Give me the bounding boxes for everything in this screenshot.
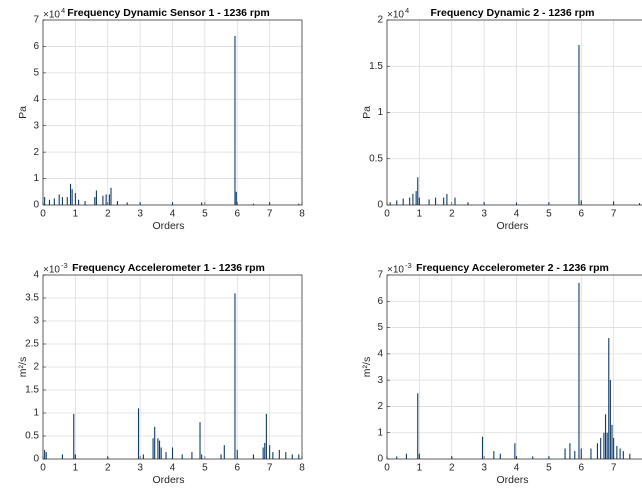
x-tick-label: 6 <box>578 463 584 474</box>
x-tick-label: 1 <box>73 209 79 220</box>
y-tick-label: 5 <box>33 67 39 78</box>
y-tick-label: 2 <box>33 362 39 373</box>
x-tick-label: 5 <box>546 463 552 474</box>
y-multiplier: ×10 <box>43 10 60 21</box>
x-tick-label: 2 <box>449 463 455 474</box>
y-axis-label: m²/s <box>17 357 29 377</box>
x-tick-label: 7 <box>611 209 617 220</box>
y-tick-label: 0 <box>377 200 383 211</box>
x-tick-label: 1 <box>73 463 79 474</box>
x-tick-label: 1 <box>417 209 423 220</box>
y-tick-label: 1 <box>377 107 383 118</box>
y-tick-label: 2 <box>33 147 39 158</box>
x-tick-label: 0 <box>40 209 46 220</box>
y-tick-label: 2 <box>377 15 383 26</box>
x-tick-label: 4 <box>514 209 520 220</box>
chart-title: Frequency Accelerometer 2 - 1236 rpm <box>416 262 609 274</box>
x-tick-label: 0 <box>40 463 46 474</box>
x-axis-label: Orders <box>496 474 528 486</box>
y-tick-label: 4 <box>33 270 39 281</box>
y-tick-label: 1 <box>33 408 39 419</box>
axes-box <box>386 274 642 460</box>
x-tick-label: 0 <box>384 209 390 220</box>
y-tick-label: 0.5 <box>25 431 39 442</box>
x-tick-label: 7 <box>611 463 617 474</box>
y-tick-label: 5 <box>377 322 383 333</box>
x-axis-label: Orders <box>496 220 528 232</box>
x-tick-label: 7 <box>267 209 273 220</box>
y-axis-label: Pa <box>361 106 373 119</box>
x-tick-label: 3 <box>137 209 143 220</box>
y-tick-label: 0 <box>33 454 39 465</box>
y-tick-label: 1.5 <box>25 385 39 396</box>
y-tick-label: 6 <box>377 296 383 307</box>
chart-title: Frequency Accelerometer 1 - 1236 rpm <box>72 262 265 274</box>
x-tick-label: 5 <box>202 209 208 220</box>
y-tick-label: 0.5 <box>369 153 383 164</box>
x-tick-label: 2 <box>449 209 455 220</box>
x-tick-label: 6 <box>234 463 240 474</box>
x-tick-label: 4 <box>170 463 176 474</box>
x-tick-label: 3 <box>137 463 143 474</box>
y-tick-label: 7 <box>33 15 39 26</box>
y-tick-label: 1.5 <box>369 61 383 72</box>
y-multiplier: ×10 <box>387 10 404 21</box>
x-axis-label: Orders <box>152 220 184 232</box>
y-tick-label: 6 <box>33 41 39 52</box>
y-axis-label: m²/s <box>361 357 373 377</box>
x-tick-label: 8 <box>299 209 305 220</box>
y-tick-label: 4 <box>377 348 383 359</box>
x-tick-label: 5 <box>546 209 552 220</box>
y-tick-label: 3.5 <box>25 293 39 304</box>
y-tick-label: 3 <box>33 316 39 327</box>
y-tick-label: 2 <box>377 401 383 412</box>
y-tick-label: 7 <box>377 270 383 281</box>
y-tick-label: 0 <box>377 454 383 465</box>
y-tick-label: 4 <box>33 94 39 105</box>
x-tick-label: 2 <box>105 463 111 474</box>
x-tick-label: 4 <box>514 463 520 474</box>
chart-title: Frequency Dynamic Sensor 1 - 1236 rpm <box>67 7 270 19</box>
chart-title: Frequency Dynamic 2 - 1236 rpm <box>431 7 595 19</box>
y-tick-label: 2.5 <box>25 339 39 350</box>
axes-box <box>42 19 303 206</box>
x-tick-label: 7 <box>267 463 273 474</box>
y-exponent: -3 <box>61 261 68 270</box>
x-tick-label: 8 <box>299 463 305 474</box>
x-tick-label: 2 <box>105 209 111 220</box>
axes-box <box>42 274 303 460</box>
y-tick-label: 3 <box>377 375 383 386</box>
y-multiplier: ×10 <box>387 265 404 276</box>
y-exponent: -3 <box>405 261 412 270</box>
axes-box <box>386 19 642 206</box>
y-exponent: 4 <box>405 6 409 15</box>
x-tick-label: 6 <box>578 209 584 220</box>
y-exponent: 4 <box>61 6 65 15</box>
x-tick-label: 1 <box>417 463 423 474</box>
x-tick-label: 6 <box>234 209 240 220</box>
y-axis-label: Pa <box>17 106 29 119</box>
x-tick-label: 0 <box>384 463 390 474</box>
x-tick-label: 3 <box>481 209 487 220</box>
x-tick-label: 4 <box>170 209 176 220</box>
x-tick-label: 3 <box>481 463 487 474</box>
x-axis-label: Orders <box>152 474 184 486</box>
plot-area <box>387 275 642 459</box>
y-tick-label: 3 <box>33 120 39 131</box>
y-multiplier: ×10 <box>43 265 60 276</box>
y-tick-label: 0 <box>33 200 39 211</box>
y-tick-label: 1 <box>377 427 383 438</box>
y-tick-label: 1 <box>33 173 39 184</box>
x-tick-label: 5 <box>202 463 208 474</box>
